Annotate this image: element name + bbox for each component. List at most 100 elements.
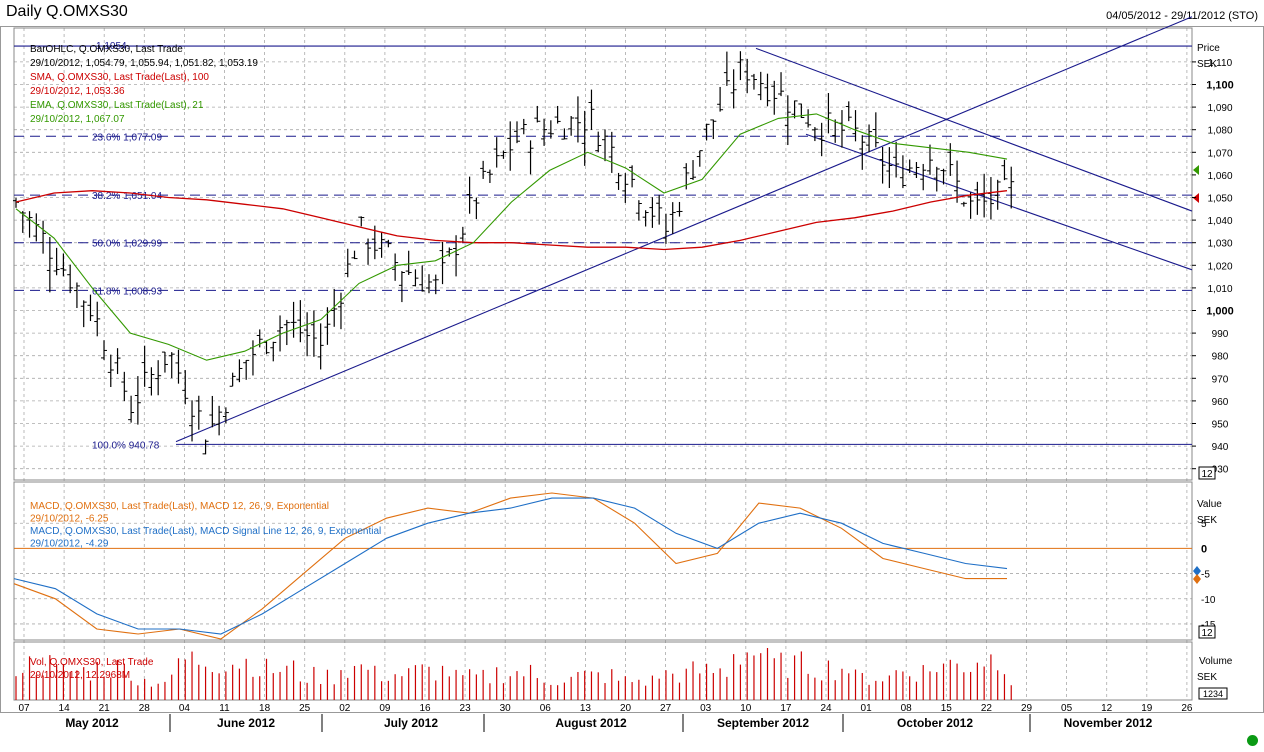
month-label: June 2012 [217,716,275,730]
ema-line [15,113,1008,361]
price-tick-label: 1,100 [1206,80,1234,92]
price-legend-line: SMA, Q.OMXS30, Last Trade(Last), 100 [30,72,209,83]
status-indicator [1247,735,1258,746]
volume-panel [15,648,1012,700]
macd-tick-label: -5 [1201,570,1210,581]
price-tick-label: 990 [1212,329,1229,340]
macd-line [13,492,1007,640]
price-tick-label: 1,040 [1207,216,1232,227]
x-tick-label: 02 [339,703,351,714]
top-level-label: 1,1054. [96,41,129,52]
price-legend-line: EMA, Q.OMXS30, Last Trade(Last), 21 [30,100,204,111]
x-tick-label: 27 [660,703,672,714]
x-tick-label: 09 [379,703,391,714]
x-tick-label: 20 [620,703,632,714]
macd-tick-label: 5 [1201,519,1207,530]
macd-legend-line: 29/10/2012, -4.29 [30,539,109,550]
price-tick-label: 980 [1212,352,1229,363]
indicator-lines [15,113,1199,361]
x-tick-label: 19 [1141,703,1153,714]
x-tick-label: 25 [299,703,311,714]
x-tick-label: 07 [18,703,30,714]
fib-label: 61.8% 1,008.93 [92,286,162,297]
x-tick-label: 18 [259,703,271,714]
x-tick-label: 28 [139,703,151,714]
ema-marker [1193,165,1199,175]
macd-tick-label: 0 [1201,543,1207,555]
x-tick-label: 13 [580,703,592,714]
macd-scale-box [1198,625,1216,639]
chart-title: Daily Q.OMXS30 [6,3,128,20]
legends: BarOHLC, Q.OMXS30, Last Trade 29/10/2012,… [30,44,381,681]
trendline-down-upper [755,47,1193,212]
x-tick-label: 14 [59,703,71,714]
month-label: May 2012 [65,716,119,730]
macd-tick-label: -10 [1201,595,1216,606]
x-tick-label: 04 [179,703,191,714]
fib-label: 38.2% 1,051.04 [92,191,162,202]
price-tick-label: 1,090 [1207,103,1232,114]
x-tick-label: 30 [500,703,512,714]
macd-signal-line [13,497,1008,635]
trendlines[interactable] [175,16,1193,443]
x-tick-label: 11 [219,703,230,714]
x-tick-label: 24 [820,703,832,714]
price-tick-label: 950 [1212,420,1229,431]
macd-legend-line: 29/10/2012, -6.25 [30,514,109,525]
price-tick-label: 1,020 [1207,261,1232,272]
volume-legend-line: Vol, Q.OMXS30, Last Trade [30,657,154,668]
x-tick-label: 22 [981,703,993,714]
macd-tick-label: -15 [1201,620,1216,631]
x-tick-label: 21 [99,703,111,714]
x-tick-label: 05 [1061,703,1073,714]
price-tick-label: 1,080 [1207,126,1232,137]
macd-marker [1193,574,1201,584]
month-label: July 2012 [384,716,438,730]
x-tick-label: 29 [1021,703,1033,714]
x-tick-label: 15 [941,703,953,714]
price-legend-line: 29/10/2012, 1,067.07 [30,114,125,125]
sma-line [15,190,1008,251]
price-tick-label: 940 [1212,442,1229,453]
fib-label: 50.0% 1,029.99 [92,239,162,250]
volume-legend-line: 29/10/2012, 12.2968M [30,670,130,681]
grid [14,28,1192,700]
price-axis-title: Price [1197,43,1220,54]
price-tick-label: 960 [1212,397,1229,408]
x-tick-label: 03 [700,703,712,714]
price-tick-label: 1,070 [1207,148,1232,159]
price-axis-unit: SEK [1197,59,1217,70]
price-frame [13,27,1193,481]
price-scale-label: 12 [1201,469,1213,480]
price-tick-label: 1,000 [1206,306,1234,318]
price-tick-label: 930 [1212,465,1229,476]
month-label: September 2012 [717,716,809,730]
price-tick-label: 970 [1212,374,1229,385]
x-tick-label: 06 [540,703,552,714]
ohlc-bars [13,51,1015,455]
trendline-up [175,16,1193,443]
x-tick-label: 23 [460,703,472,714]
macd-frame [13,481,1193,641]
volume-axis-title: Volume [1199,656,1233,667]
x-tick-label: 16 [419,703,431,714]
volume-scale-box [1198,687,1228,700]
volume-frame [13,641,1193,701]
x-tick-label: 17 [780,703,792,714]
volume-scale-label: 1234 [1203,689,1223,699]
month-label: November 2012 [1064,716,1153,730]
x-tick-label: 01 [861,703,873,714]
macd-axis-title: Value [1197,499,1222,510]
price-tick-label: 1,110 [1208,58,1233,69]
macd-panel [13,492,1201,640]
macd-legend-line: MACD, Q.OMXS30, Last Trade(Last), MACD 1… [30,501,329,512]
fib-label: 23.6% 1,077.09 [92,132,162,143]
fib-label: 100.0% 940.78 [92,440,160,451]
x-tick-label: 08 [901,703,913,714]
month-label: October 2012 [897,716,973,730]
axes: 07 14 21 28 04 11 18 25 02 09 16 23 30 06 13 20 27 03 10 17… [18,43,1234,732]
macd-axis-unit: SEK [1197,515,1217,526]
date-range: 04/05/2012 - 29/11/2012 (STO) [1106,10,1258,22]
trendline-down-lower [805,133,1193,271]
